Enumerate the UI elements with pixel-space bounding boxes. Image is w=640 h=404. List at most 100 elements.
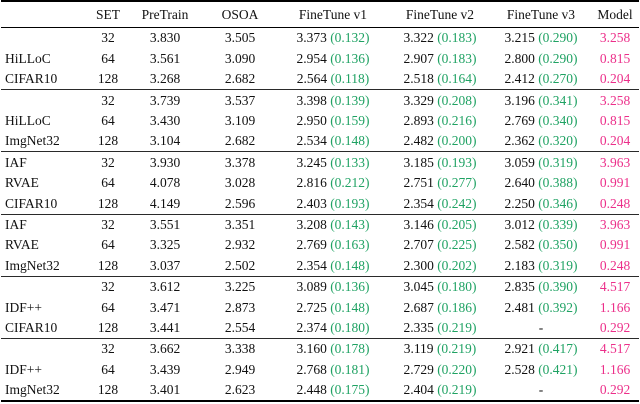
finetune-delta: (0.200) <box>437 133 477 149</box>
finetune-delta: (0.421) <box>538 361 578 377</box>
set-cell: 64 <box>101 361 115 377</box>
row-label-cell: ImgNet32 <box>5 257 60 273</box>
finetune-v1-cell: 3.208 (0.143) <box>277 214 389 235</box>
osoa-cell: 2.682 <box>224 71 256 87</box>
pretrain-cell: 3.612 <box>149 279 181 295</box>
row-label-cell: IAF <box>5 154 27 170</box>
set-cell: 128 <box>97 382 119 398</box>
model-cell: 0.248 <box>599 195 631 211</box>
finetune-delta: (0.339) <box>538 216 578 232</box>
finetune-v2-cell: 3.119 (0.219) <box>389 338 491 359</box>
finetune-value: 2.362 <box>504 133 535 149</box>
finetune-value: 2.354 <box>403 195 434 211</box>
model-cell: 0.292 <box>599 382 631 398</box>
finetune-delta: (0.136) <box>330 279 370 295</box>
finetune-delta: (0.390) <box>538 279 578 295</box>
finetune-v2-cell: 2.751 (0.277) <box>389 173 491 193</box>
finetune-v3-cell: 2.640 (0.388) <box>491 173 591 193</box>
row-label-cell: CIFAR10 <box>5 71 58 87</box>
finetune-value: 2.404 <box>403 382 434 398</box>
pretrain-cell: 3.662 <box>149 341 181 357</box>
set-cell: 32 <box>101 30 115 46</box>
model-cell: 0.815 <box>599 113 631 128</box>
model-cell: 0.292 <box>599 319 631 335</box>
model-cell: 0.991 <box>599 237 631 253</box>
finetune-delta: (0.148) <box>330 299 370 315</box>
model-cell: 1.166 <box>599 361 631 377</box>
finetune-value: 2.707 <box>403 237 434 253</box>
pretrain-cell: 3.037 <box>149 257 181 273</box>
finetune-delta: (0.208) <box>437 92 477 108</box>
pretrain-cell: 3.325 <box>149 237 181 253</box>
pretrain-cell: 3.739 <box>149 92 181 108</box>
model-cell: 3.963 <box>599 154 631 170</box>
finetune-value: 2.769 <box>504 113 535 128</box>
finetune-v2-cell: 2.300 (0.202) <box>389 255 491 276</box>
finetune-value: 3.045 <box>403 279 434 295</box>
finetune-value: 3.160 <box>296 341 327 357</box>
table-row: RVAE 64 3.325 2.932 2.769 (0.163) 2.707 (0.22… <box>1 235 639 255</box>
set-cell: 32 <box>101 341 115 357</box>
osoa-cell: 3.090 <box>224 50 256 66</box>
pretrain-cell: 3.471 <box>149 299 181 315</box>
finetune-delta: (0.290) <box>538 50 578 66</box>
finetune-delta: (0.219) <box>437 382 477 398</box>
finetune-value: 2.482 <box>403 133 434 149</box>
row-label-cell: ImgNet32 <box>5 382 60 398</box>
finetune-v2-cell: 3.185 (0.193) <box>389 152 491 173</box>
finetune-delta: (0.219) <box>436 341 477 357</box>
finetune-delta: (0.202) <box>437 257 477 273</box>
column-header-finetune-v3: FineTune v3 <box>506 6 576 22</box>
finetune-value: 2.354 <box>296 257 327 273</box>
model-cell: 3.963 <box>599 216 631 232</box>
finetune-v3-cell: 3.196 (0.341) <box>491 90 591 111</box>
finetune-value: 2.800 <box>504 50 535 66</box>
finetune-delta: (0.178) <box>330 341 370 357</box>
table-row: 32 3.830 3.505 3.373 (0.132) 3.322 (0.183) 3.… <box>1 28 639 49</box>
finetune-v1-cell: 2.954 (0.136) <box>277 48 389 68</box>
table-row: IDF++ 64 3.471 2.873 2.725 (0.148) 2.687 (0.1… <box>1 297 639 317</box>
finetune-value: 3.373 <box>296 30 327 46</box>
osoa-cell: 3.338 <box>224 341 256 357</box>
finetune-delta: (0.290) <box>538 30 578 46</box>
finetune-delta: (0.392) <box>538 299 578 315</box>
finetune-value: 3.245 <box>296 154 327 170</box>
pretrain-cell: 3.930 <box>149 154 181 170</box>
finetune-delta: (0.242) <box>437 195 477 211</box>
row-label-cell: HiLLoC <box>5 50 51 66</box>
column-header-finetune-v1: FineTune v1 <box>298 6 368 22</box>
column-header-finetune-v2: FineTune v2 <box>405 6 475 22</box>
row-label-cell: IDF++ <box>5 361 42 377</box>
column-header-model: Model <box>597 6 633 22</box>
model-cell: 0.248 <box>599 257 631 273</box>
osoa-cell: 3.351 <box>224 216 256 232</box>
finetune-v2-cell: 2.729 (0.220) <box>389 359 491 379</box>
finetune-value: 3.322 <box>403 30 434 46</box>
finetune-v3-cell: 2.921 (0.417) <box>491 338 591 359</box>
finetune-v2-cell: 2.404 (0.219) <box>389 380 491 401</box>
finetune-v2-cell: 2.687 (0.186) <box>389 297 491 317</box>
finetune-delta: (0.175) <box>330 382 370 398</box>
finetune-v2-cell: 2.907 (0.183) <box>389 48 491 68</box>
finetune-v2-cell: 3.322 (0.183) <box>389 28 491 49</box>
finetune-value: 3.196 <box>504 92 535 108</box>
finetune-value: 2.816 <box>296 175 327 191</box>
finetune-value: - <box>538 319 544 335</box>
pretrain-cell: 3.561 <box>149 50 181 66</box>
pretrain-cell: 3.430 <box>149 113 181 128</box>
finetune-v1-cell: 2.534 (0.148) <box>277 131 389 152</box>
finetune-delta: (0.139) <box>330 92 370 108</box>
finetune-value: 2.335 <box>403 319 434 335</box>
table-row: 32 3.662 3.338 3.160 (0.178) 3.119 (0.219) 2.… <box>1 338 639 359</box>
finetune-delta: (0.132) <box>330 30 370 46</box>
finetune-value: 2.768 <box>296 361 327 377</box>
finetune-value: 2.564 <box>296 71 328 87</box>
osoa-cell: 2.623 <box>224 382 256 398</box>
finetune-value: 3.185 <box>403 154 434 170</box>
finetune-v1-cell: 3.398 (0.139) <box>277 90 389 111</box>
finetune-value: 3.215 <box>504 30 535 46</box>
finetune-v1-cell: 2.816 (0.212) <box>277 173 389 193</box>
row-label-cell: ImgNet32 <box>5 133 60 149</box>
row-label-cell: IDF++ <box>5 299 42 315</box>
